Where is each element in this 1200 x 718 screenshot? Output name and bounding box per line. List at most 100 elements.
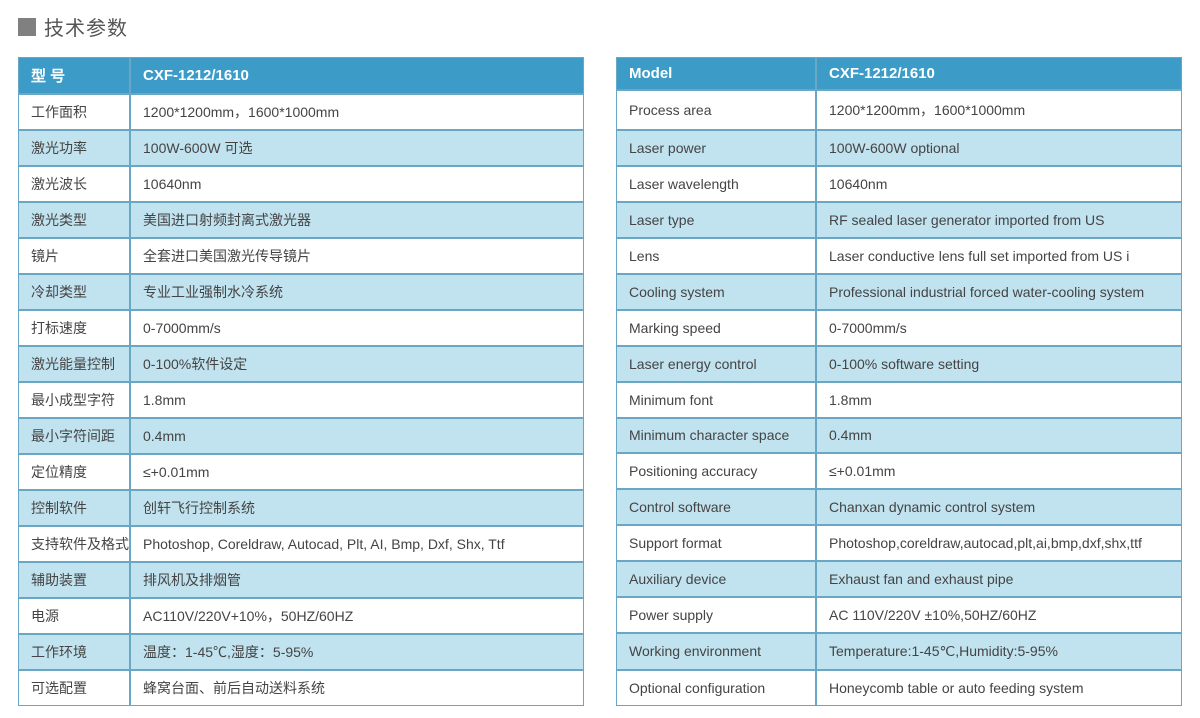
table-row: 激光功率100W-600W 可选 [18, 130, 584, 166]
row-value: 1.8mm [816, 382, 1182, 418]
row-value: ≤+0.01mm [816, 453, 1182, 489]
table-row: Minimum character space0.4mm [616, 418, 1182, 454]
spec-table-cn-body: 工作面积1200*1200mm，1600*1000mm激光功率100W-600W… [18, 94, 584, 706]
row-value: Professional industrial forced water-coo… [816, 274, 1182, 310]
header-label: Model [616, 57, 816, 90]
table-row: 定位精度≤+0.01mm [18, 454, 584, 490]
table-row: Marking speed0-7000mm/s [616, 310, 1182, 346]
table-row: Laser energy control0-100% software sett… [616, 346, 1182, 382]
table-row: 支持软件及格式Photoshop, Coreldraw, Autocad, Pl… [18, 526, 584, 562]
row-label: 冷却类型 [18, 274, 130, 310]
row-label: Laser type [616, 202, 816, 238]
title-square-icon [18, 18, 36, 36]
row-label: Laser wavelength [616, 166, 816, 202]
row-label: 工作环境 [18, 634, 130, 670]
table-row: Power supplyAC 110V/220V ±10%,50HZ/60HZ [616, 597, 1182, 633]
row-value: 0-100% software setting [816, 346, 1182, 382]
table-row: Control softwareChanxan dynamic control … [616, 489, 1182, 525]
row-value: Photoshop, Coreldraw, Autocad, Plt, AI, … [130, 526, 584, 562]
table-header-row: 型 号 CXF-1212/1610 [18, 57, 584, 94]
row-value: 蜂窝台面、前后自动送料系统 [130, 670, 584, 706]
row-label: 支持软件及格式 [18, 526, 130, 562]
page-title-row: 技术参数 [18, 12, 1182, 41]
row-label: 最小成型字符 [18, 382, 130, 418]
row-value: ≤+0.01mm [130, 454, 584, 490]
row-label: 辅助装置 [18, 562, 130, 598]
row-value: 0.4mm [816, 418, 1182, 454]
table-row: 最小成型字符1.8mm [18, 382, 584, 418]
table-row: Working environmentTemperature:1-45℃,Hum… [616, 633, 1182, 670]
row-label: 激光波长 [18, 166, 130, 202]
table-row: 工作环境温度：1-45℃,湿度：5-95% [18, 634, 584, 670]
header-label: 型 号 [18, 57, 130, 94]
row-value: 1200*1200mm，1600*1000mm [816, 90, 1182, 130]
row-value: 排风机及排烟管 [130, 562, 584, 598]
page-title: 技术参数 [44, 12, 128, 41]
row-label: Minimum font [616, 382, 816, 418]
row-value: 1200*1200mm，1600*1000mm [130, 94, 584, 130]
row-value: 创轩飞行控制系统 [130, 490, 584, 526]
row-label: 激光功率 [18, 130, 130, 166]
table-row: Laser wavelength10640nm [616, 166, 1182, 202]
row-value: 1.8mm [130, 382, 584, 418]
row-label: 可选配置 [18, 670, 130, 706]
row-label: 最小字符间距 [18, 418, 130, 454]
table-row: Auxiliary deviceExhaust fan and exhaust … [616, 561, 1182, 597]
table-header-row: Model CXF-1212/1610 [616, 57, 1182, 90]
row-label: Auxiliary device [616, 561, 816, 597]
row-value: 温度：1-45℃,湿度：5-95% [130, 634, 584, 670]
table-row: Laser typeRF sealed laser generator impo… [616, 202, 1182, 238]
row-value: 专业工业强制水冷系统 [130, 274, 584, 310]
row-value: Temperature:1-45℃,Humidity:5-95% [816, 633, 1182, 670]
row-label: Positioning accuracy [616, 453, 816, 489]
table-row: LensLaser conductive lens full set impor… [616, 238, 1182, 274]
row-label: Laser energy control [616, 346, 816, 382]
row-value: 100W-600W 可选 [130, 130, 584, 166]
row-value: 0-7000mm/s [130, 310, 584, 346]
table-row: 可选配置蜂窝台面、前后自动送料系统 [18, 670, 584, 706]
table-row: 激光类型美国进口射频封离式激光器 [18, 202, 584, 238]
spec-table-en-body: Process area1200*1200mm，1600*1000mmLaser… [616, 90, 1182, 706]
table-row: 打标速度0-7000mm/s [18, 310, 584, 346]
table-row: Minimum font1.8mm [616, 382, 1182, 418]
row-label: Optional configuration [616, 670, 816, 706]
row-label: Support format [616, 525, 816, 561]
row-label: 定位精度 [18, 454, 130, 490]
table-row: 辅助装置排风机及排烟管 [18, 562, 584, 598]
table-row: Positioning accuracy≤+0.01mm [616, 453, 1182, 489]
spec-table-cn: 型 号 CXF-1212/1610 工作面积1200*1200mm，1600*1… [18, 57, 584, 706]
row-value: 0-7000mm/s [816, 310, 1182, 346]
table-row: 控制软件创轩飞行控制系统 [18, 490, 584, 526]
row-label: 打标速度 [18, 310, 130, 346]
table-row: 电源AC110V/220V+10%，50HZ/60HZ [18, 598, 584, 634]
row-label: 工作面积 [18, 94, 130, 130]
row-label: Minimum character space [616, 418, 816, 454]
row-label: Control software [616, 489, 816, 525]
row-label: Marking speed [616, 310, 816, 346]
table-row: 工作面积1200*1200mm，1600*1000mm [18, 94, 584, 130]
row-label: Lens [616, 238, 816, 274]
table-row: 激光能量控制0-100%软件设定 [18, 346, 584, 382]
row-value: Photoshop,coreldraw,autocad,plt,ai,bmp,d… [816, 525, 1182, 561]
header-value: CXF-1212/1610 [130, 57, 584, 94]
table-row: Laser power100W-600W optional [616, 130, 1182, 166]
table-row: 激光波长10640nm [18, 166, 584, 202]
row-value: Laser conductive lens full set imported … [816, 238, 1182, 274]
row-label: 镜片 [18, 238, 130, 274]
row-label: 激光类型 [18, 202, 130, 238]
row-value: RF sealed laser generator imported from … [816, 202, 1182, 238]
row-value: AC 110V/220V ±10%,50HZ/60HZ [816, 597, 1182, 633]
row-label: 控制软件 [18, 490, 130, 526]
tables-container: 型 号 CXF-1212/1610 工作面积1200*1200mm，1600*1… [18, 57, 1182, 706]
spec-table-en: Model CXF-1212/1610 Process area1200*120… [616, 57, 1182, 706]
table-row: 最小字符间距0.4mm [18, 418, 584, 454]
row-value: 美国进口射频封离式激光器 [130, 202, 584, 238]
row-value: Chanxan dynamic control system [816, 489, 1182, 525]
table-row: Optional configurationHoneycomb table or… [616, 670, 1182, 706]
table-row: Process area1200*1200mm，1600*1000mm [616, 90, 1182, 130]
row-value: 10640nm [816, 166, 1182, 202]
row-label: Cooling system [616, 274, 816, 310]
row-value: 10640nm [130, 166, 584, 202]
row-value: 0.4mm [130, 418, 584, 454]
row-value: AC110V/220V+10%，50HZ/60HZ [130, 598, 584, 634]
